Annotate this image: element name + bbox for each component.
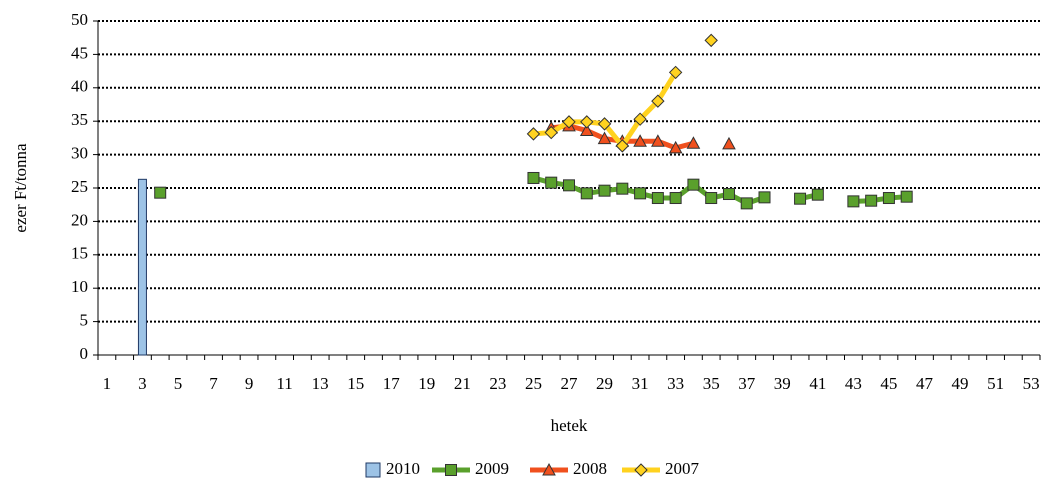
point [562, 115, 576, 129]
point [722, 188, 735, 201]
series-line [533, 40, 711, 146]
x-tick-label: 7 [209, 374, 218, 393]
point [882, 192, 895, 205]
point [598, 184, 611, 197]
legend-label: 2008 [573, 459, 607, 478]
legend-item: 2009 [432, 459, 509, 478]
y-tick-label: 45 [71, 43, 88, 62]
legend-swatch [365, 462, 381, 478]
point [154, 186, 167, 199]
point [740, 197, 753, 210]
point [579, 123, 594, 137]
x-tick-label: 45 [880, 374, 897, 393]
x-tick-label: 9 [245, 374, 254, 393]
legend-marker [634, 463, 648, 477]
y-tick-label: 25 [71, 177, 88, 196]
x-tick-label: 29 [596, 374, 613, 393]
point [847, 195, 860, 208]
point [545, 176, 558, 189]
x-tick-label: 11 [276, 374, 292, 393]
legend-item: 2010 [365, 459, 420, 478]
point [687, 178, 700, 191]
y-tick-label: 50 [71, 10, 88, 29]
bar [137, 178, 147, 356]
point [865, 194, 878, 207]
x-tick-label: 27 [561, 374, 579, 393]
point [651, 94, 665, 108]
point [527, 171, 540, 184]
point [634, 187, 647, 200]
y-tick-label: 10 [71, 277, 88, 296]
x-tick-label: 47 [916, 374, 934, 393]
y-tick-label: 30 [71, 144, 88, 163]
point [580, 187, 593, 200]
point [597, 117, 612, 131]
point [544, 125, 558, 140]
x-tick-label: 39 [774, 374, 791, 393]
legend-label: 2007 [665, 459, 700, 478]
x-tick-label: 51 [987, 374, 1004, 393]
point [686, 136, 701, 149]
y-axis-label: ezer Ft/tonna [11, 143, 30, 233]
x-tick-label: 43 [845, 374, 862, 393]
x-tick-label: 31 [632, 374, 649, 393]
x-tick-label: 37 [738, 374, 756, 393]
y-tick-label: 20 [71, 210, 88, 229]
x-tick-label: 41 [809, 374, 826, 393]
x-tick-label: 53 [1023, 374, 1040, 393]
legend-label: 2010 [386, 459, 420, 478]
point [704, 33, 718, 48]
x-tick-label: 3 [138, 374, 147, 393]
legend-marker [542, 462, 556, 476]
x-tick-label: 5 [174, 374, 183, 393]
x-axis-label: hetek [551, 416, 588, 435]
point [633, 134, 647, 147]
point [526, 127, 541, 141]
x-tick-label: 15 [347, 374, 364, 393]
x-tick-label: 13 [312, 374, 329, 393]
x-tick-label: 25 [525, 374, 542, 393]
point [669, 192, 682, 205]
x-tick-label: 1 [103, 374, 112, 393]
point [668, 140, 683, 154]
point [811, 188, 824, 201]
point [597, 131, 612, 145]
y-tick-label: 5 [80, 311, 89, 330]
point [722, 136, 736, 150]
y-tick-label: 15 [71, 244, 88, 263]
legend-label: 2009 [475, 459, 509, 478]
point [668, 65, 683, 80]
legend-item: 2008 [530, 459, 607, 478]
point [615, 139, 630, 153]
x-tick-label: 33 [667, 374, 684, 393]
x-tick-label: 19 [418, 374, 435, 393]
x-tick-label: 49 [952, 374, 969, 393]
point [794, 192, 807, 205]
y-tick-label: 35 [71, 110, 88, 129]
point [651, 192, 664, 205]
point [900, 190, 913, 203]
point [633, 112, 647, 126]
point [651, 134, 665, 147]
legend-marker [445, 464, 457, 476]
x-tick-label: 23 [489, 374, 506, 393]
point [563, 179, 575, 192]
point [705, 192, 718, 205]
legend: 2010 2009 2008 2007 [365, 459, 700, 478]
x-tick-label: 21 [454, 374, 471, 393]
legend-item: 2007 [622, 459, 700, 478]
y-tick-label: 0 [80, 344, 89, 363]
point [616, 182, 629, 195]
y-tick-label: 40 [71, 77, 88, 96]
point [580, 115, 594, 129]
x-tick-label: 17 [383, 374, 401, 393]
point [758, 191, 771, 204]
x-tick-label: 35 [703, 374, 720, 393]
